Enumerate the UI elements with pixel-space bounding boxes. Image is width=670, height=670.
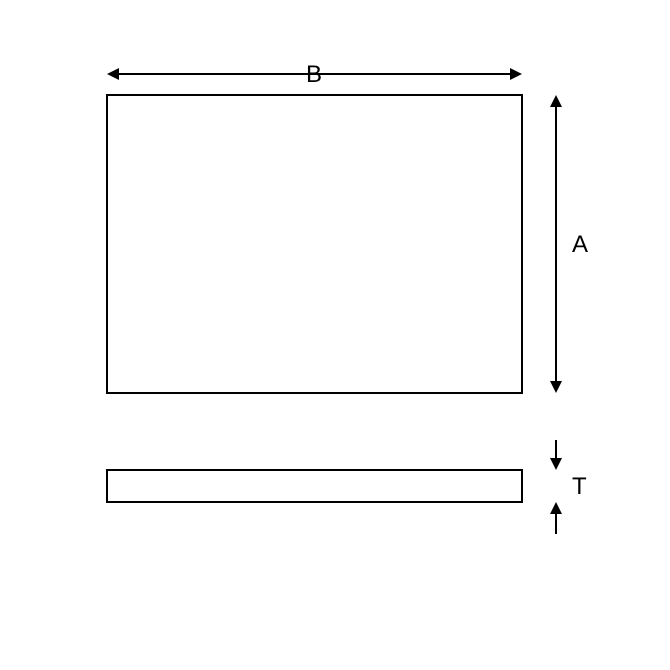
side-rectangle <box>107 470 522 502</box>
dimension-t: T <box>550 440 587 534</box>
technical-drawing: B A T <box>0 0 670 670</box>
dimension-a-label: A <box>572 231 588 258</box>
dimension-b: B <box>107 61 522 88</box>
dimension-a: A <box>550 95 588 393</box>
main-rectangle <box>107 95 522 393</box>
dimension-t-label: T <box>572 473 587 500</box>
dimension-b-label: B <box>306 61 322 88</box>
